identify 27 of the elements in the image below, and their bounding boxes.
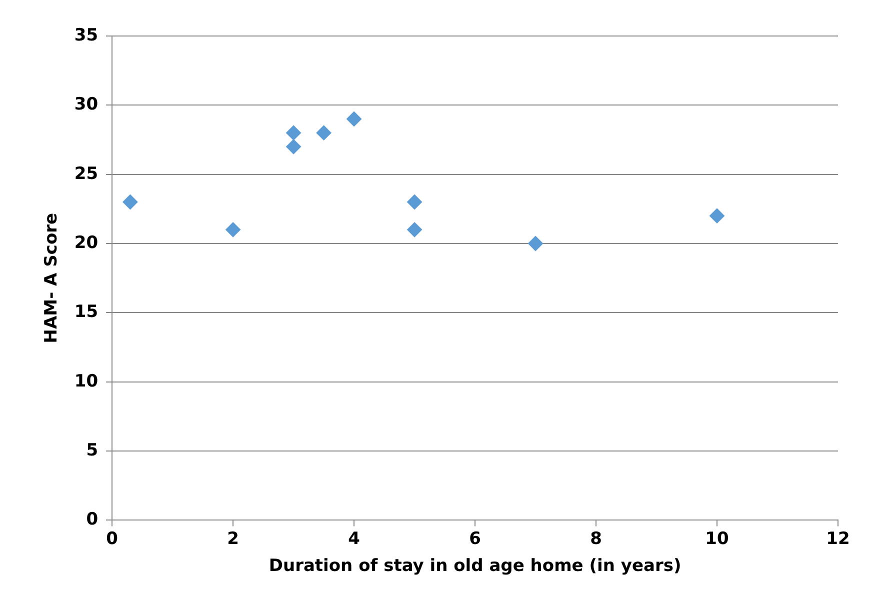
x-tick-label: 0 [106, 528, 118, 549]
x-tick-label: 8 [590, 528, 602, 549]
point [122, 194, 138, 210]
point [226, 222, 241, 238]
point [346, 112, 362, 127]
y-tick-label: 35 [74, 25, 98, 46]
x-axis-title: Duration of stay in old age home (in years) [268, 556, 682, 576]
y-tick-label: 30 [74, 94, 98, 115]
point [407, 194, 422, 210]
point [407, 222, 422, 238]
point [528, 236, 544, 252]
point [286, 125, 302, 140]
y-tick-label: 5 [86, 440, 98, 460]
y-tick-label: 0 [86, 510, 98, 530]
x-tick-label: 4 [348, 528, 360, 549]
x-tick-label: 2 [227, 528, 239, 549]
y-tick-label: 10 [74, 371, 98, 392]
point [316, 125, 332, 140]
y-tick-label: 25 [74, 164, 98, 184]
y-axis-title: HAM- A Score [42, 212, 62, 344]
y-tick-label: 20 [74, 232, 98, 253]
x-tick-label: 12 [826, 528, 850, 549]
point [286, 139, 302, 154]
x-tick-label: 10 [705, 528, 729, 549]
point [710, 208, 725, 224]
y-tick-label: 15 [74, 302, 98, 322]
x-tick-label: 6 [469, 528, 481, 549]
